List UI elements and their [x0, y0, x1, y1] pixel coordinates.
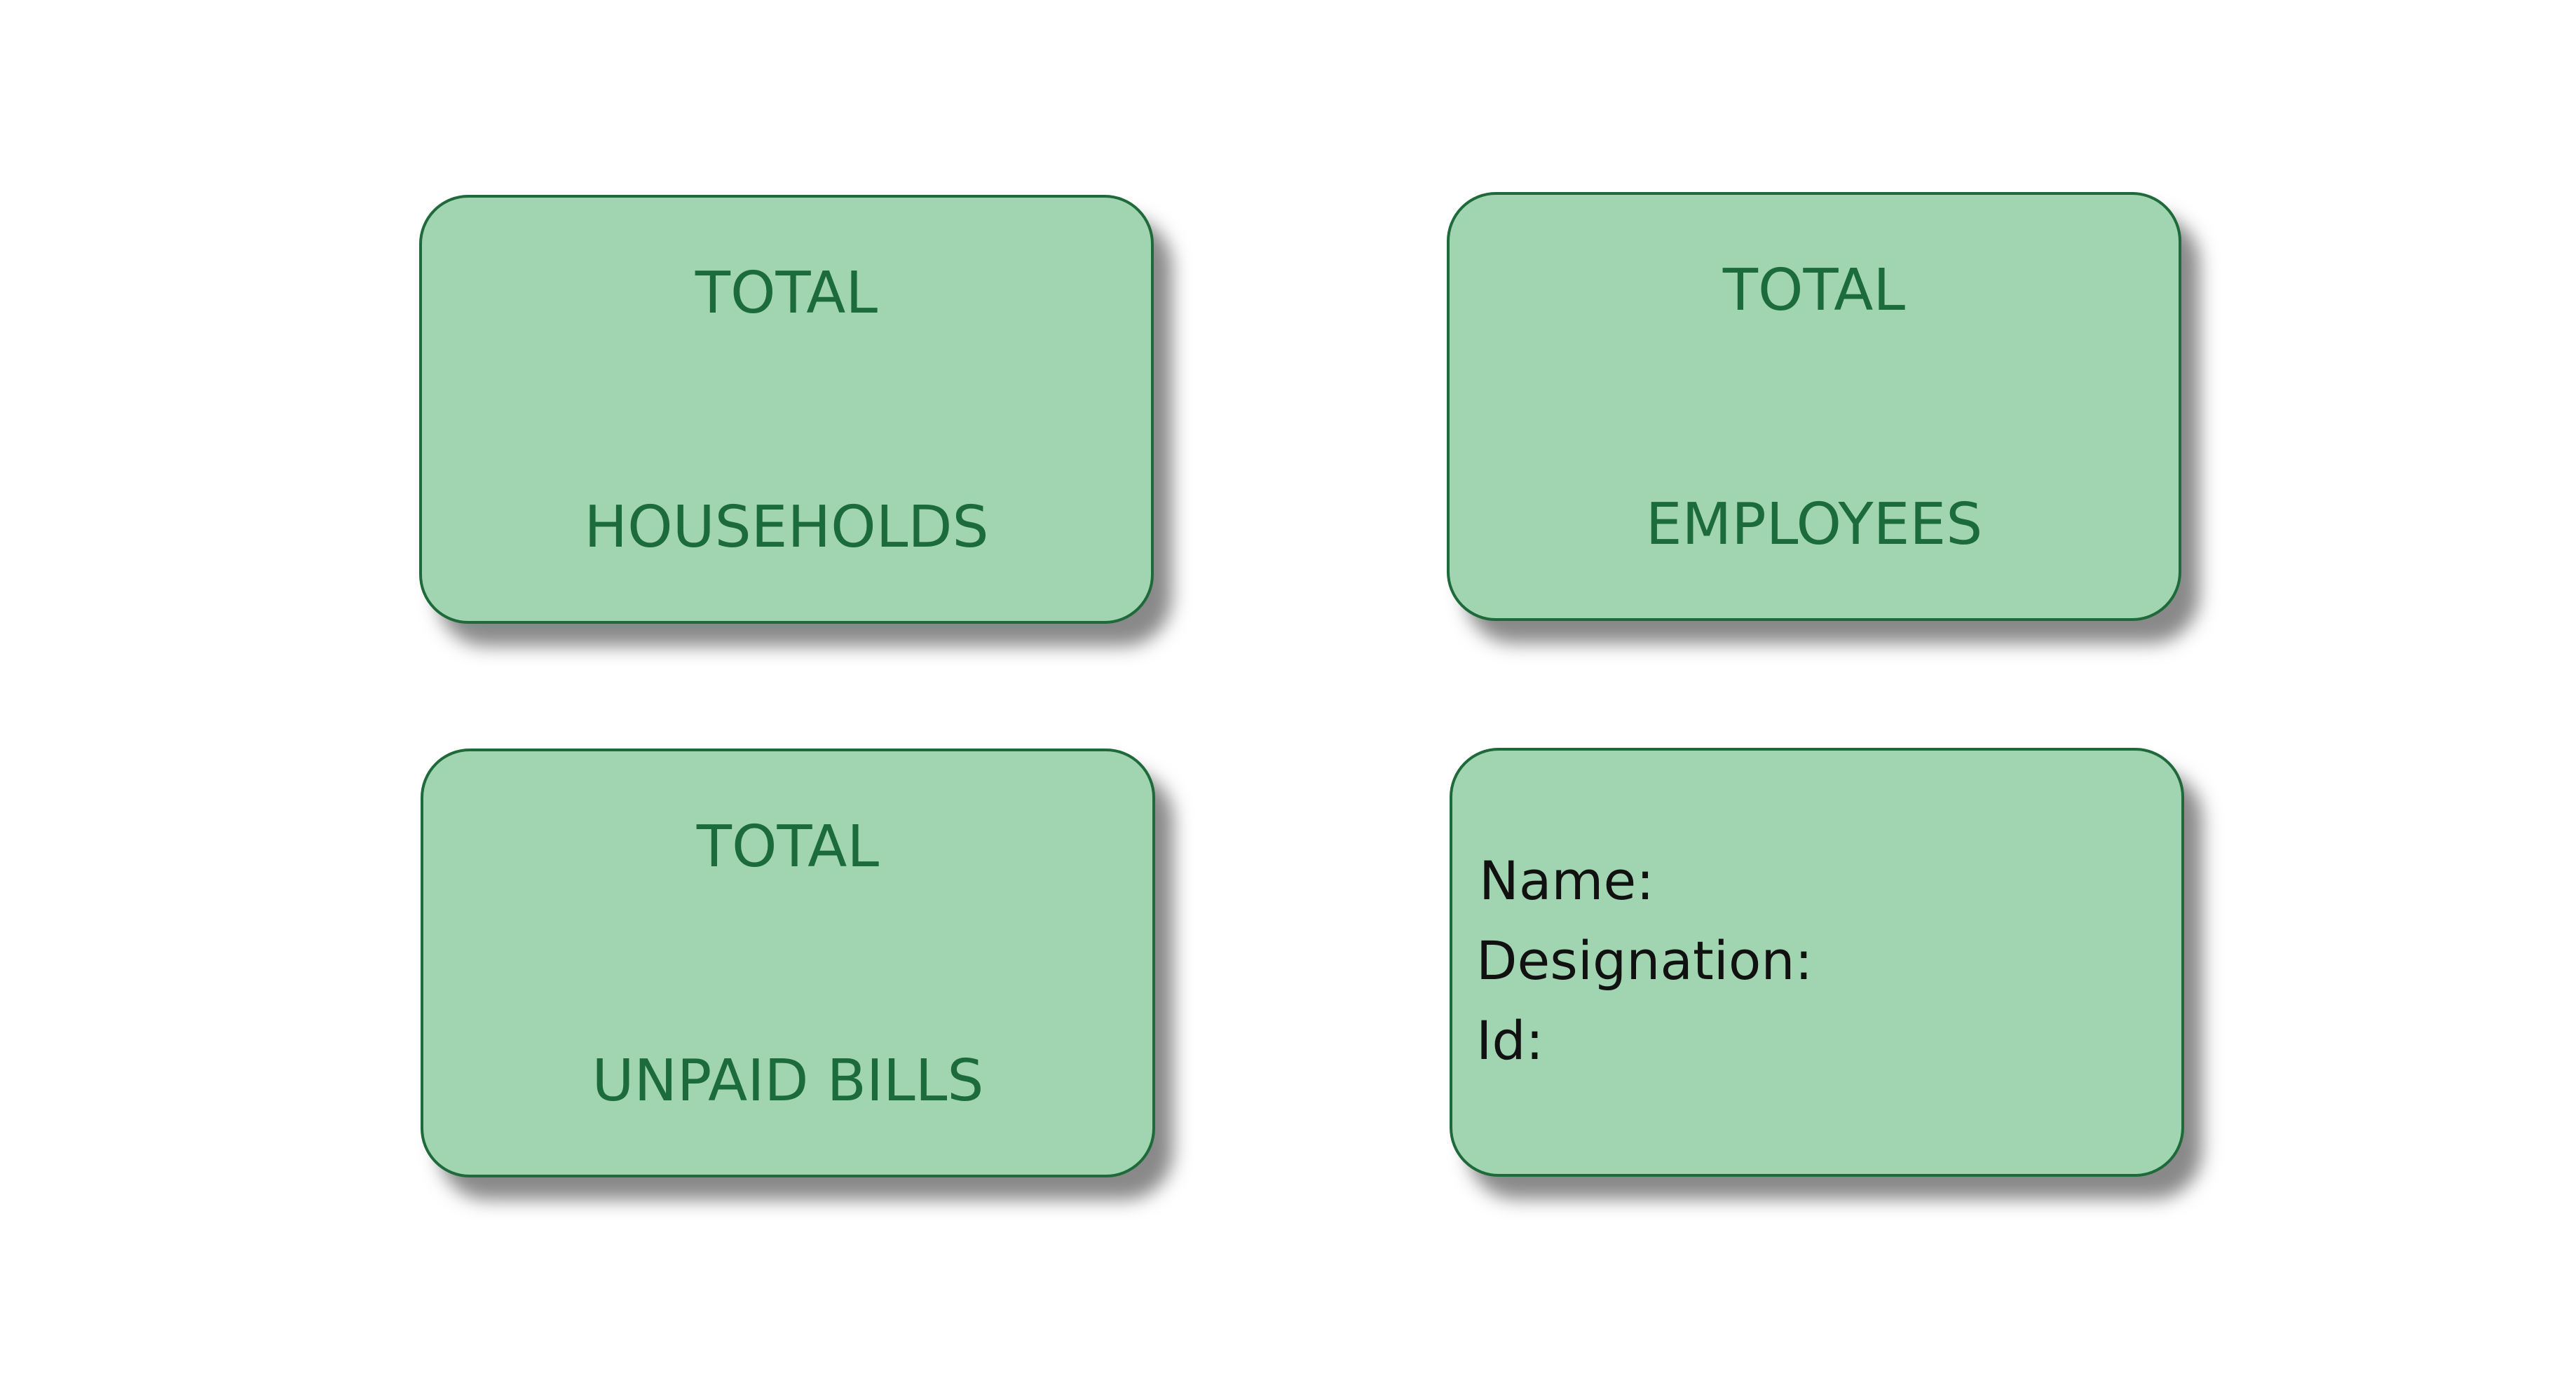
total-unpaid-bills-card[interactable]: TOTAL UNPAID BILLS — [421, 749, 1155, 1177]
households-total-label: TOTAL — [695, 260, 878, 327]
total-employees-card[interactable]: TOTAL EMPLOYEES — [1447, 192, 2181, 621]
unpaid-bills-total-label: TOTAL — [696, 814, 880, 880]
total-households-card[interactable]: TOTAL HOUSEHOLDS — [419, 195, 1154, 624]
employees-label: EMPLOYEES — [1645, 491, 1983, 558]
unpaid-bills-label: UNPAID BILLS — [592, 1048, 984, 1114]
employee-profile-card: Name: Designation: Id: — [1450, 748, 2184, 1177]
profile-id-label: Id: — [1476, 1009, 1544, 1072]
employees-total-label: TOTAL — [1722, 257, 1906, 324]
households-label: HOUSEHOLDS — [584, 494, 989, 561]
profile-name-label: Name: — [1479, 849, 1654, 912]
profile-designation-label: Designation: — [1476, 929, 1813, 992]
